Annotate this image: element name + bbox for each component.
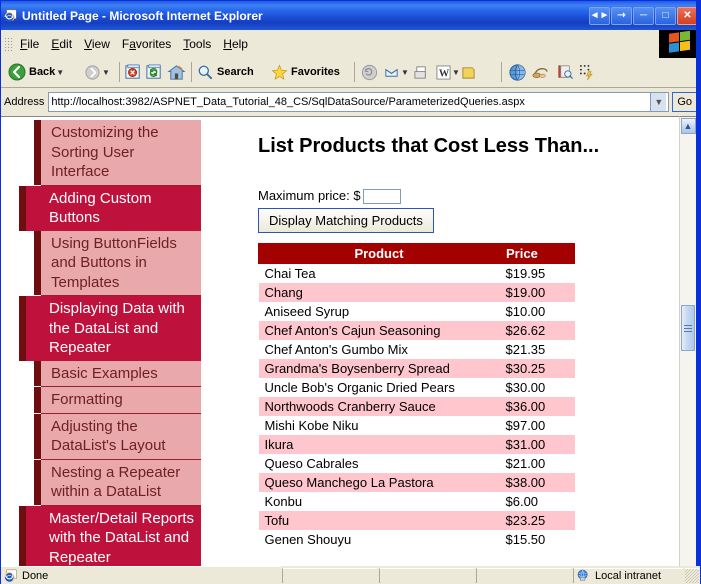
svg-text:W: W bbox=[439, 68, 450, 79]
